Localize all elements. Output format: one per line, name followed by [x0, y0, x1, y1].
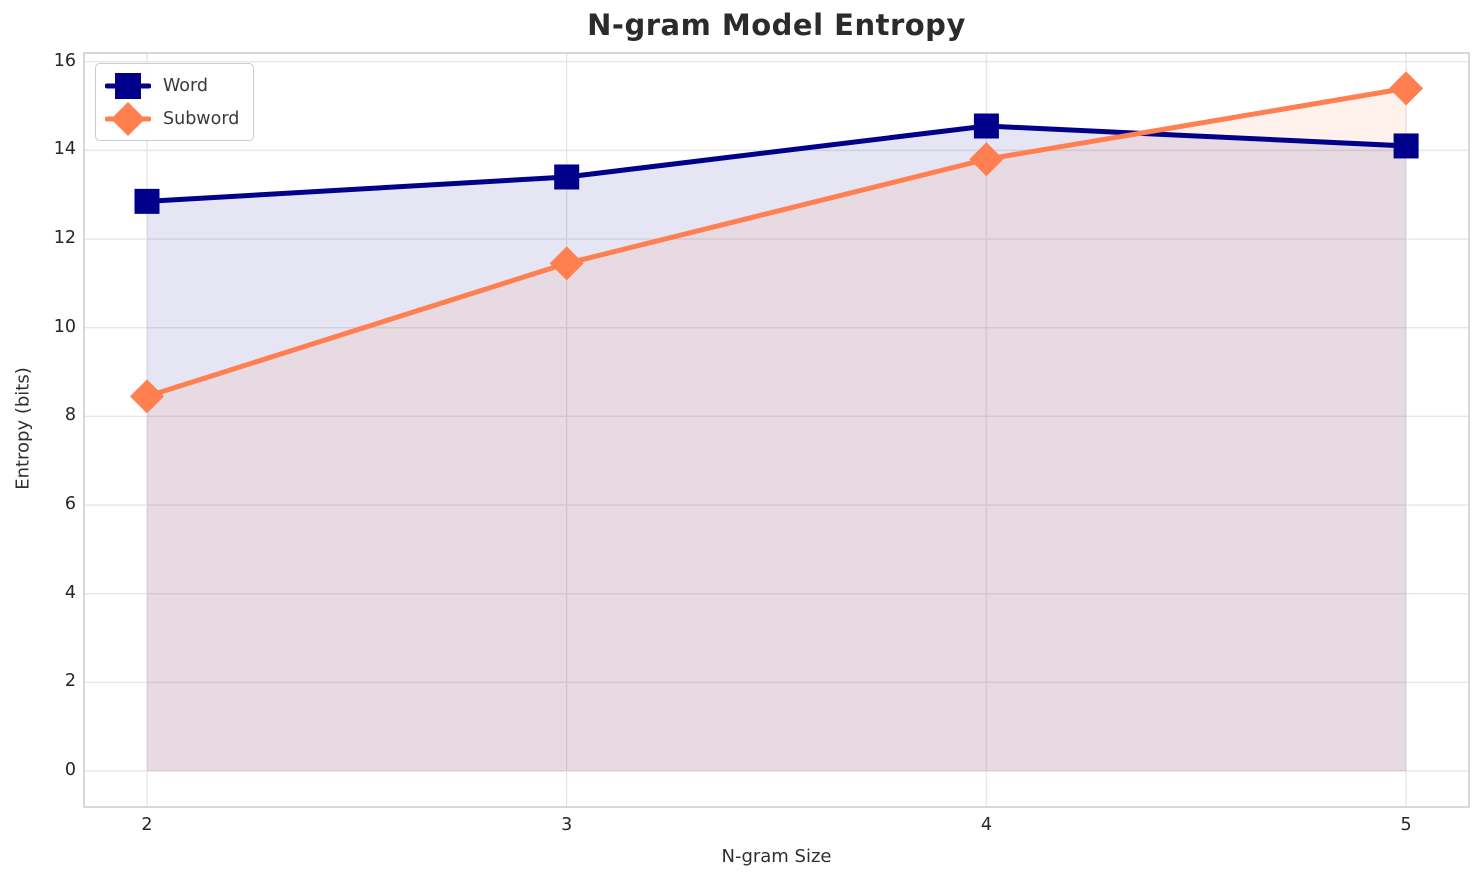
legend-item-subword[interactable]: Subword	[105, 101, 240, 136]
word-area-fill	[147, 125, 1407, 772]
y-tick-label: 12	[53, 228, 76, 249]
word-marker	[134, 188, 160, 214]
subword-marker	[549, 246, 584, 281]
y-tick-label: 6	[64, 494, 76, 515]
subword-marker	[1389, 71, 1424, 106]
y-tick-label: 10	[53, 316, 76, 337]
y-tick-label: 8	[64, 405, 76, 426]
legend-label-word: Word	[163, 75, 208, 96]
word-marker	[1393, 133, 1419, 159]
y-tick-label: 2	[64, 671, 76, 692]
y-tick-label: 14	[53, 139, 76, 160]
chart-title: N-gram Model Entropy	[587, 8, 966, 42]
x-tick-label: 4	[980, 815, 992, 835]
subword-line	[144, 85, 1409, 399]
word-marker	[554, 164, 580, 190]
subword-marker	[969, 142, 1004, 177]
x-axis-label: N-gram Size	[721, 846, 832, 867]
plot-frame	[83, 52, 1470, 808]
subword-area-fill	[147, 88, 1407, 772]
legend-label-subword: Subword	[163, 108, 240, 129]
word-line-square-icon	[105, 72, 151, 99]
legend-item-word[interactable]: Word	[105, 69, 239, 102]
subword-line-diamond-icon	[105, 101, 151, 136]
x-tick-label: 3	[561, 815, 573, 835]
legend: Word Subword	[95, 63, 255, 141]
y-tick-label: 0	[64, 760, 76, 780]
y-tick-label: 16	[53, 50, 76, 71]
subword-marker	[130, 379, 164, 414]
x-tick-label: 5	[1400, 815, 1412, 835]
x-tick-label: 2	[141, 815, 153, 835]
word-marker	[973, 113, 999, 139]
y-tick-label: 4	[64, 582, 76, 603]
word-line	[144, 123, 1409, 204]
